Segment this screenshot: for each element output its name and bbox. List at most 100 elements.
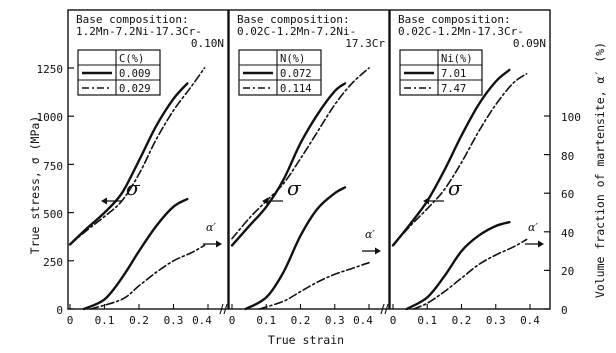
legend-entry-label: 7.47 [441,83,466,95]
martensite-curve-solid [82,197,189,311]
legend-header: Ni(%) [441,53,473,65]
martensite-curve-solid [244,186,347,311]
stress-curve-solid [68,82,189,246]
right-tick-label: 20 [561,265,574,278]
axis-break-mark [380,303,385,315]
panel-2-header: Base composition: 0.02C-1.2Mn-7.2Ni- 17.… [237,13,385,50]
left-tick-label: 0 [56,304,63,317]
legend-entry-label: 0.009 [119,68,151,80]
x-tick-label: 0.1 [417,314,437,327]
right-axis-label: Volume fraction of martensite, α′ (%) [593,42,607,298]
panel-1: 0 0.1 0.2 0.3 0.4 Base composition: 1.2M… [67,9,229,327]
left-tick-labels: 0 250 500 750 1000 1250 [37,63,64,317]
right-tick-label: 100 [561,111,581,124]
panel-2-annotations: σ α′ [287,176,375,241]
legend-header: C(%) [119,53,144,65]
stress-annotation: σ [287,176,302,200]
panel-1-curves [68,67,222,311]
x-axis-label: True strain [268,333,344,347]
legend-entry-label: 0.072 [280,68,312,80]
panel-2: 0 0.1 0.2 0.3 0.4 Base composition: 0.02… [228,9,390,327]
stress-annotation: σ [448,176,463,200]
x-tick-label: 0.4 [192,314,212,327]
panel-header-title: Base composition: [398,13,511,26]
x-tick-label: 0.1 [95,314,115,327]
panel-frame [228,9,390,310]
axis-break-mark [384,303,389,315]
right-tick-label: 40 [561,227,574,240]
stress-arrowhead [423,197,429,205]
stress-curve-solid [391,68,511,247]
panel-3-axes [389,9,551,310]
martensite-curve-dashdot [89,244,206,310]
legend-entry-label: 0.029 [119,83,151,95]
x-tick-label: 0 [390,314,397,327]
x-tick-label: 0 [67,314,74,327]
panel-2-axes [228,9,390,315]
left-tick-label: 250 [43,256,63,269]
panel-header-line: 1.2Mn-7.2Ni-17.3Cr- [76,25,202,38]
stress-arrowhead [101,197,107,205]
right-tick-label: 0 [561,304,568,317]
x-tick-label: 0.3 [164,314,184,327]
panel-header-line: 0.02C-1.2Mn-17.3Cr- [398,25,524,38]
x-tick-label: 0.1 [256,314,276,327]
stress-curve-dashdot [231,67,370,240]
right-tick-labels: 0 20 40 60 80 100 [561,111,581,317]
panel-3: 0 0.1 0.2 0.3 0.4 Base composition: 0.02… [389,9,551,327]
x-tick-label: 0.2 [452,314,472,327]
panel-header-line: 0.09N [513,37,546,50]
legend-header: N(%) [280,53,305,65]
martensite-annotation: α′ [206,221,216,234]
panel-1-axes [67,9,229,315]
left-tick-label: 1000 [37,111,64,124]
legend-entry-label: 0.114 [280,83,312,95]
left-tick-label: 1250 [37,63,64,76]
left-axis-ticks [68,67,74,310]
left-axis-label: True stress, σ (MPa) [28,116,42,254]
left-tick-label: 750 [43,160,63,173]
panel-1-annotations: σ α′ [126,176,216,234]
left-tick-label: 500 [43,208,63,221]
martensite-curve-dashdot [412,238,528,310]
panel-header-line: 0.02C-1.2Mn-7.2Ni- [237,25,356,38]
panel-1-x-tick-labels: 0 0.1 0.2 0.3 0.4 [67,314,213,327]
x-tick-label: 0.2 [129,314,149,327]
axis-break-mark [223,303,228,315]
martensite-arrowhead [216,240,222,248]
martensite-arrowhead [375,247,381,255]
x-tick-label: 0.2 [291,314,311,327]
right-tick-label: 80 [561,150,574,163]
stress-curve-solid [230,82,347,247]
martensite-arrowhead [538,240,544,248]
panel-header-title: Base composition: [237,13,350,26]
martensite-curve-solid [405,220,511,311]
panel-3-curves [391,68,544,311]
panel-2-legend: N(%) 0.072 0.114 [280,53,312,95]
legend-entry-label: 7.01 [441,68,466,80]
panel-frame [389,9,551,310]
panel-3-header: Base composition: 0.02C-1.2Mn-17.3Cr- 0.… [398,13,546,50]
x-tick-label: 0.3 [486,314,506,327]
panel-2-curves [230,67,381,311]
panel-header-line: 0.10N [191,37,224,50]
stress-arrowhead [262,197,268,205]
x-tick-label: 0 [229,314,236,327]
stress-curve-dashdot [392,73,528,247]
stress-curve-dashdot [69,67,206,246]
panel-header-title: Base composition: [76,13,189,26]
panel-frame [67,9,229,310]
x-tick-label: 0.4 [353,314,373,327]
panel-3-annotations: σ α′ [448,176,538,234]
x-tick-label: 0.4 [520,314,540,327]
axis-break-mark [219,303,224,315]
panel-3-legend: Ni(%) 7.01 7.47 [441,53,473,95]
right-axis-ticks [544,115,550,310]
x-tick-label: 0.3 [325,314,345,327]
panel-3-x-tick-labels: 0 0.1 0.2 0.3 0.4 [390,314,541,327]
martensite-curve-dashdot [258,261,370,310]
panel-1-header: Base composition: 1.2Mn-7.2Ni-17.3Cr- 0.… [76,13,224,50]
panel-1-legend: C(%) 0.009 0.029 [119,53,151,95]
martensite-annotation: α′ [365,228,375,241]
